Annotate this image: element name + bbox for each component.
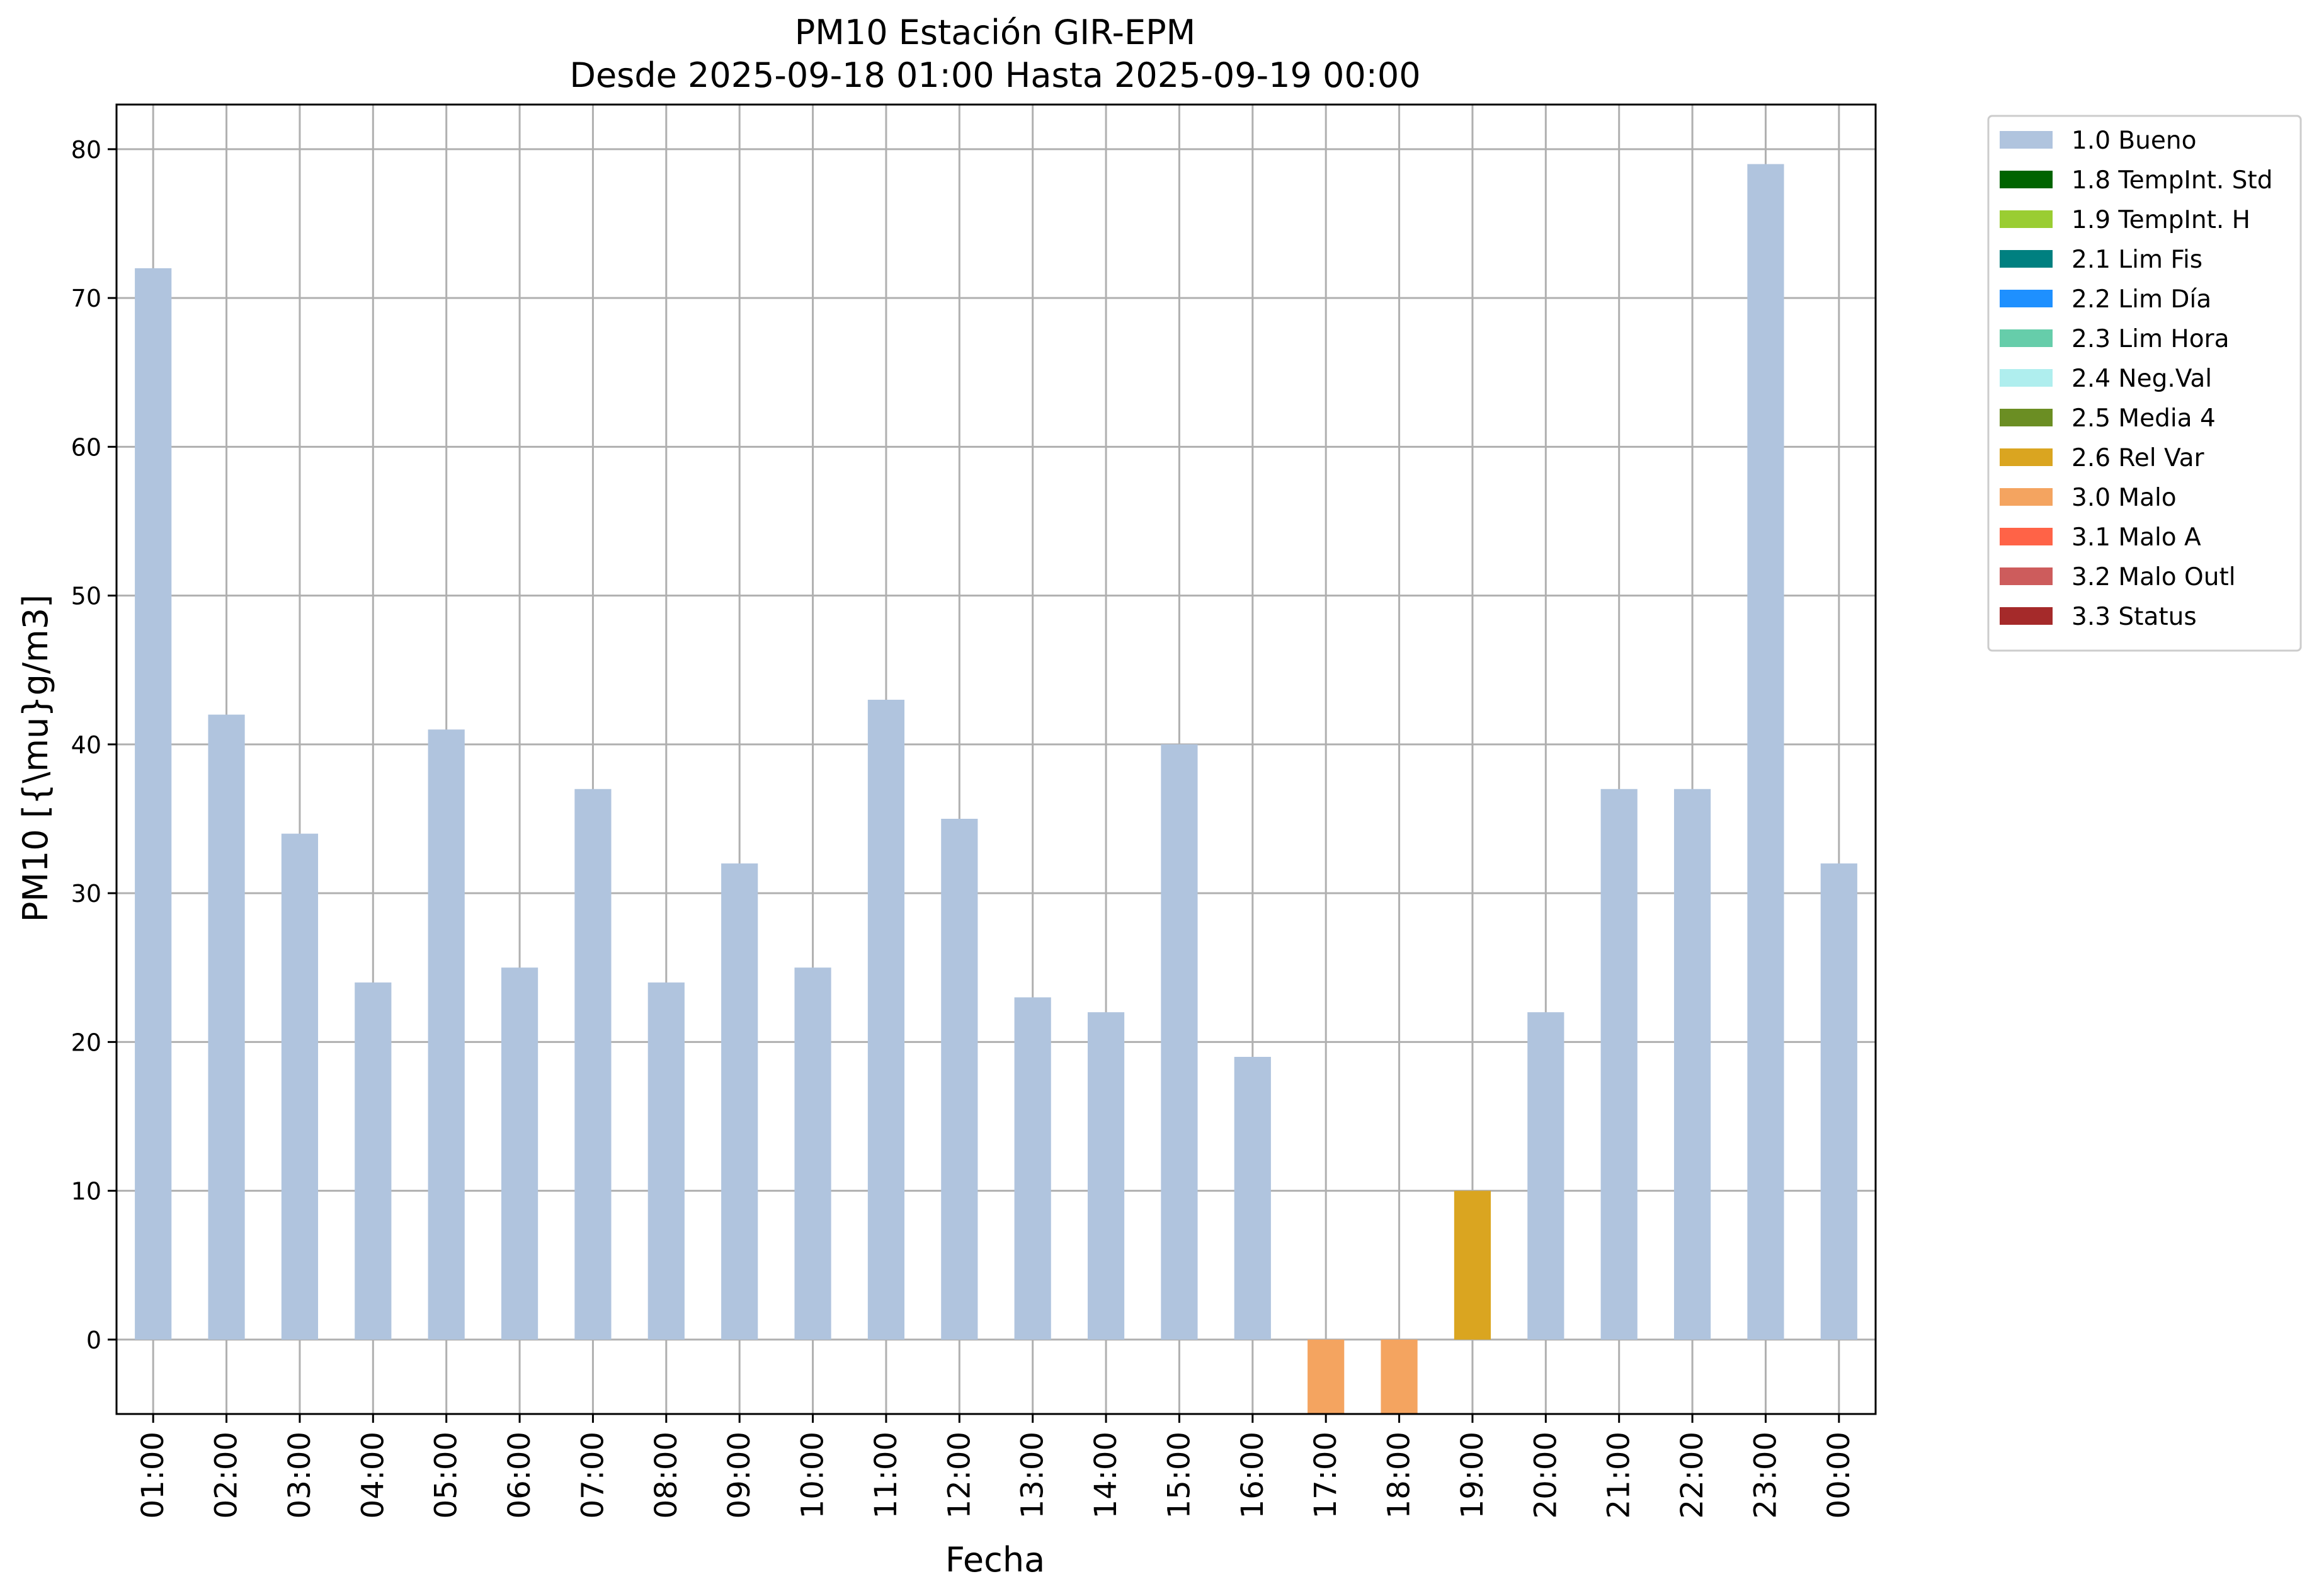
legend-swatch: [2000, 369, 2053, 387]
legend-swatch: [2000, 290, 2053, 307]
bar: [1600, 789, 1638, 1340]
x-tick-label: 23:00: [1748, 1432, 1783, 1519]
legend-label: 2.4 Neg.Val: [2071, 365, 2212, 393]
y-tick-label: 30: [71, 880, 101, 908]
x-tick-label: 20:00: [1528, 1432, 1563, 1519]
legend: 1.0 Bueno 1.8 TempInt. Std 1.9 TempInt. H 2…: [1987, 115, 2302, 652]
bar: [428, 729, 465, 1340]
legend-swatch: [2000, 131, 2053, 149]
x-axis-label: Fecha: [945, 1540, 1045, 1580]
bar: [281, 833, 319, 1340]
legend-swatch: [2000, 171, 2053, 188]
chart-subtitle: Desde 2025-09-18 01:00 Hasta 2025-09-19 …: [569, 55, 1420, 95]
legend-swatch: [2000, 409, 2053, 426]
legend-swatch: [2000, 607, 2053, 625]
bar: [1087, 1012, 1125, 1340]
bar: [867, 700, 905, 1340]
bar: [574, 789, 612, 1340]
x-tick-label: 06:00: [502, 1432, 537, 1519]
legend-swatch: [2000, 250, 2053, 268]
legend-label: 2.1 Lim Fis: [2071, 246, 2202, 274]
x-tick-label: 00:00: [1821, 1432, 1857, 1519]
bar: [1820, 863, 1857, 1340]
x-tick-label: 14:00: [1088, 1432, 1124, 1519]
legend-box: [1987, 115, 2302, 652]
legend-label: 3.0 Malo: [2071, 484, 2177, 512]
y-tick-label: 10: [71, 1178, 101, 1206]
bar: [1673, 789, 1711, 1340]
bar: [208, 714, 245, 1340]
legend-label: 3.2 Malo Outl: [2071, 563, 2236, 591]
x-tick-label: 08:00: [649, 1432, 684, 1519]
legend-label: 2.3 Lim Hora: [2071, 325, 2230, 353]
bar: [1454, 1190, 1491, 1340]
y-tick-label: 0: [86, 1326, 101, 1354]
bar: [1308, 1339, 1345, 1414]
legend-label: 1.8 TempInt. Std: [2071, 166, 2272, 195]
legend-swatch: [2000, 448, 2053, 466]
bar: [794, 967, 831, 1340]
y-tick-label: 20: [71, 1029, 101, 1056]
y-axis-label: PM10 [{\mu}g/m3]: [16, 595, 55, 922]
bar: [135, 268, 172, 1340]
legend-label: 3.1 Malo A: [2071, 523, 2201, 552]
bar: [1747, 164, 1784, 1340]
x-tick-label: 22:00: [1675, 1432, 1710, 1519]
legend-swatch: [2000, 488, 2053, 506]
y-tick-label: 40: [71, 731, 101, 759]
x-tick-label: 05:00: [429, 1432, 464, 1519]
x-tick-label: 07:00: [575, 1432, 610, 1519]
x-tick-label: 02:00: [209, 1432, 244, 1519]
y-tick-label: 50: [71, 583, 101, 610]
legend-label: 1.9 TempInt. H: [2071, 206, 2250, 234]
x-tick-label: 10:00: [795, 1432, 831, 1519]
x-tick-label: 16:00: [1235, 1432, 1270, 1519]
x-tick-label: 11:00: [869, 1432, 904, 1519]
y-tick-label: 80: [71, 136, 101, 164]
x-tick-label: 03:00: [282, 1432, 317, 1519]
bar: [941, 819, 978, 1340]
bar: [1234, 1057, 1271, 1340]
x-tick-label: 18:00: [1382, 1432, 1417, 1519]
bar: [647, 982, 685, 1340]
bar: [1161, 744, 1198, 1340]
legend-label: 2.2 Lim Día: [2071, 285, 2211, 314]
plot-frame: [115, 103, 1877, 1415]
chart-title: PM10 Estación GIR-EPM: [795, 13, 1196, 52]
x-tick-label: 15:00: [1161, 1432, 1197, 1519]
legend-swatch: [2000, 329, 2053, 347]
bar: [1381, 1339, 1418, 1414]
bar: [501, 967, 538, 1340]
x-tick-label: 13:00: [1015, 1432, 1051, 1519]
legend-swatch: [2000, 210, 2053, 228]
x-tick-label: 12:00: [942, 1432, 977, 1519]
bar: [355, 982, 392, 1340]
legend-label: 2.5 Media 4: [2071, 404, 2216, 433]
y-tick-label: 70: [71, 285, 101, 312]
x-tick-label: 09:00: [722, 1432, 757, 1519]
bar: [1014, 997, 1051, 1340]
legend-label: 1.0 Bueno: [2071, 127, 2196, 155]
x-tick-label: 17:00: [1308, 1432, 1343, 1519]
bar: [1527, 1012, 1564, 1340]
legend-label: 2.6 Rel Var: [2071, 444, 2205, 472]
x-tick-label: 04:00: [355, 1432, 390, 1519]
plot-area: 0 10 20 30 40 50 60 70 80 01:00 02:00 03:00 04:00 05:…: [71, 103, 1877, 1519]
x-tick-label: 01:00: [135, 1432, 171, 1519]
legend-label: 3.3 Status: [2071, 603, 2197, 631]
bar: [721, 863, 758, 1340]
legend-swatch: [2000, 528, 2053, 545]
x-tick-label: 21:00: [1602, 1432, 1637, 1519]
x-tick-label: 19:00: [1455, 1432, 1490, 1519]
legend-swatch: [2000, 567, 2053, 585]
y-tick-label: 60: [71, 433, 101, 461]
